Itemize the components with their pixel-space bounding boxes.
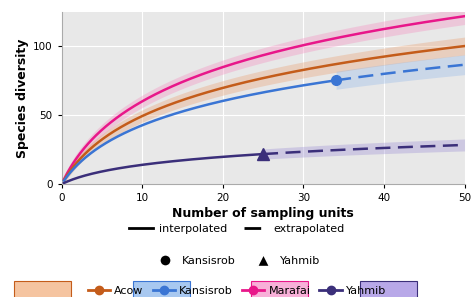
FancyBboxPatch shape — [360, 281, 417, 297]
FancyBboxPatch shape — [133, 281, 190, 297]
Y-axis label: Species diversity: Species diversity — [16, 38, 29, 158]
X-axis label: Number of sampling units: Number of sampling units — [172, 207, 354, 220]
FancyBboxPatch shape — [14, 281, 71, 297]
Legend: Kansisrob, Yahmib: Kansisrob, Yahmib — [149, 252, 325, 271]
Legend: interpolated, extrapolated: interpolated, extrapolated — [125, 219, 349, 238]
FancyBboxPatch shape — [251, 281, 308, 297]
Legend: Acow, Kansisrob, Marafai, Yahmib: Acow, Kansisrob, Marafai, Yahmib — [83, 282, 391, 297]
